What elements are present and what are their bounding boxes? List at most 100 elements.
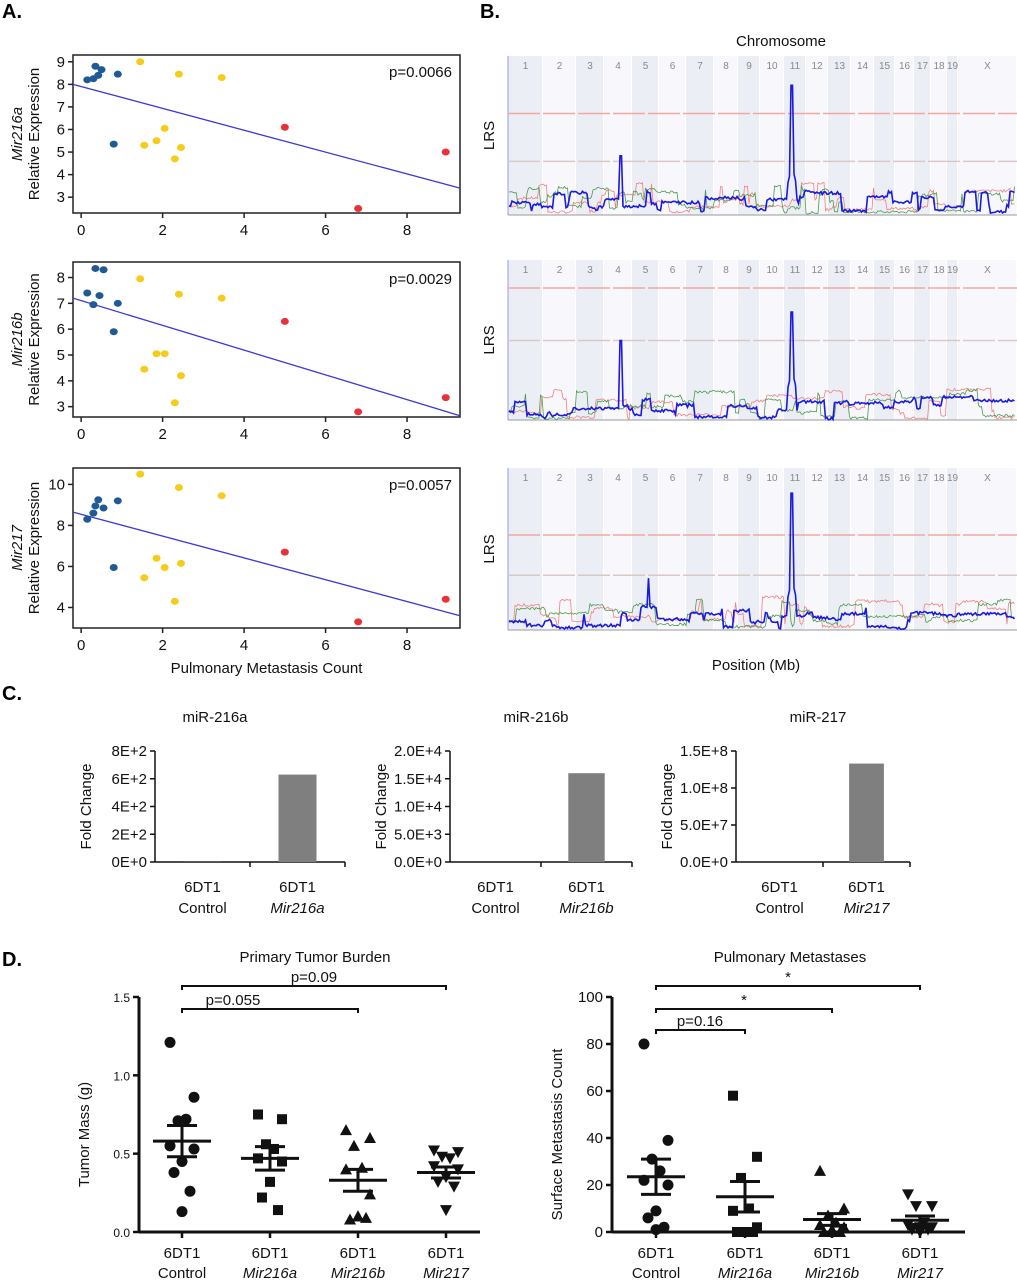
x-tick-label: 8: [403, 222, 411, 239]
y-tick-label: 3: [57, 189, 65, 206]
data-point-triangle-down: [914, 1227, 926, 1238]
chromosome-band: [806, 56, 827, 215]
chromosome-label: 8: [723, 473, 729, 484]
chromosome-band: [874, 468, 894, 630]
x-tick-label-line1: 6DT1: [164, 1245, 201, 1262]
data-point-mid: [140, 365, 149, 373]
data-point-triangle-up: [344, 1213, 356, 1225]
chromosome-label: X: [984, 61, 991, 72]
chromosome-label: 2: [557, 473, 563, 484]
bar: [849, 763, 884, 862]
chromosome-label: 8: [723, 265, 729, 276]
chromosome-band: [686, 56, 713, 215]
y-tick-label: 2E+2: [112, 826, 147, 843]
chromosome-band: [947, 468, 957, 630]
data-point-circle: [164, 1036, 176, 1048]
plot-frame: [72, 467, 461, 629]
data-point-square: [740, 1227, 750, 1237]
y-tick-label: 1.5E+8: [680, 743, 728, 760]
y-tick-label: 8E+2: [112, 743, 147, 760]
x-tick-label: 2: [158, 426, 166, 443]
x-tick-label-line2: Mir216b: [805, 1265, 859, 1280]
data-point-high: [354, 618, 363, 626]
data-point-mid: [136, 58, 145, 66]
lrs-trace-green: [508, 185, 1015, 215]
y-tick-label: 5.0E+7: [680, 817, 728, 834]
p-value-annotation: p=0.0029: [389, 271, 452, 288]
chromosome-label: 11: [790, 61, 801, 72]
chromosome-label: 14: [857, 265, 869, 276]
x-tick-label: 0: [77, 222, 85, 239]
y-axis-title: Fold Change: [659, 764, 676, 850]
x-tick-label: 4: [240, 637, 248, 654]
chromosome-band: [686, 468, 713, 630]
chromosome-band: [851, 56, 873, 215]
data-point-mid: [160, 350, 169, 358]
chromosome-label: 13: [834, 61, 846, 72]
x-tick-label-line1: 6DT1: [902, 1245, 939, 1262]
data-point-low: [113, 70, 122, 78]
y-tick-label: 100: [578, 989, 603, 1006]
data-point-triangle-up: [814, 1164, 826, 1176]
chromosome-band: [543, 468, 575, 630]
data-point-square: [257, 1192, 267, 1203]
chromosome-band: [508, 468, 542, 630]
x-tick-label-line1: 6DT1: [428, 1245, 465, 1262]
data-point-circle: [176, 1206, 188, 1218]
y-tick-label: 0: [595, 1224, 603, 1241]
lrs-trace-red: [508, 595, 1015, 629]
data-point-high: [354, 204, 363, 212]
data-point-mid: [174, 70, 183, 78]
chart-title: miR-217: [790, 709, 847, 726]
x-tick-label: 6: [321, 426, 329, 443]
y-tick-label: 7: [57, 99, 65, 116]
data-point-low: [91, 264, 100, 272]
bar: [568, 773, 605, 862]
dot-plot-d2: Pulmonary Metastases 0 20 40 60 80 100 6DT1 Cont…: [549, 949, 965, 1280]
bar-chart-c2: miR-216b 0.0E+0 5.0E+3 1.0E+4 1.5E+4 2.0E+4 6D…: [373, 709, 633, 917]
data-point-square: [269, 1143, 279, 1154]
data-point-triangle-up: [838, 1202, 850, 1214]
significance-bracket: [655, 1008, 833, 1013]
data-point-triangle-down: [448, 1181, 460, 1193]
chromosome-label: 12: [811, 473, 823, 484]
data-point-triangle-down: [428, 1145, 440, 1157]
chromosome-label: 17: [917, 61, 929, 72]
chromosome-label: 19: [947, 265, 959, 276]
y-tick-label: 6: [57, 558, 65, 575]
y-tick-label: 4: [57, 599, 65, 616]
chart-title: miR-216a: [182, 709, 248, 726]
data-point-high: [441, 148, 450, 156]
data-point-triangle-down: [926, 1201, 938, 1213]
data-point-square: [265, 1176, 275, 1187]
data-point-triangle-down: [440, 1205, 452, 1217]
data-point-square: [736, 1172, 746, 1183]
chromosome-label: 2: [557, 265, 563, 276]
y-axis-title: Fold Change: [78, 764, 95, 850]
x-tick-label: 6: [321, 637, 329, 654]
chromosome-band: [508, 56, 542, 215]
x-tick-label-line2: Mir216b: [559, 900, 613, 917]
x-tick-label-line1: 6DT1: [814, 1245, 851, 1262]
y-tick-label: 5: [57, 144, 65, 161]
x-tick-label-line2: Mir216a: [270, 900, 324, 917]
chromosome-label: 13: [834, 265, 846, 276]
y-axis-title-gene: Mir216a: [9, 107, 26, 161]
chromosome-label: 18: [933, 473, 945, 484]
y-tick-label: 60: [586, 1083, 603, 1100]
y-axis-title-gene: Mir216b: [9, 312, 26, 366]
y-tick-label: 5.0E+3: [394, 826, 442, 843]
chart-title: Chromosome: [736, 33, 826, 50]
data-point-circle: [180, 1113, 192, 1125]
data-point-square: [277, 1156, 287, 1167]
x-axis-title: Pulmonary Metastasis Count: [171, 660, 364, 677]
chromosome-label: 1: [523, 61, 529, 72]
y-tick-label: 1.0E+4: [394, 799, 442, 816]
bar: [278, 774, 317, 862]
data-point-circle: [638, 1038, 650, 1050]
chromosome-label: 17: [917, 473, 929, 484]
chromosome-label: 19: [947, 473, 959, 484]
y-tick-label: 10: [48, 476, 65, 493]
chromosome-band: [958, 468, 1016, 630]
